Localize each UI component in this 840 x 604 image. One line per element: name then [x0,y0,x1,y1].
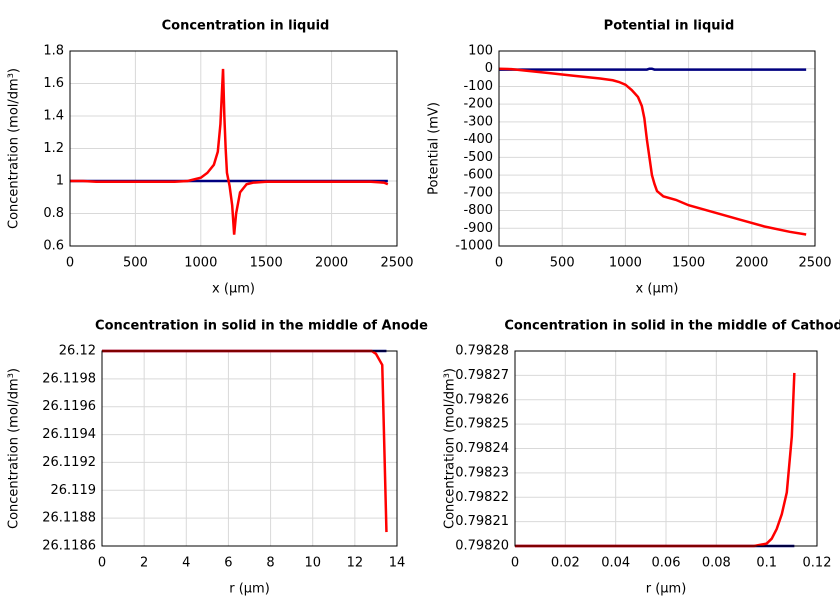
x-tick-label: 500 [550,256,575,271]
y-tick-label: 1.2 [43,141,64,156]
data-line [102,349,388,533]
x-tick-label: 14 [389,556,406,571]
y-tick-label: 1 [56,174,64,189]
x-axis-label: r (µm) [229,582,270,597]
x-tick-label: 2 [140,556,148,571]
y-tick-label: 1.4 [43,109,64,124]
y-tick-label: 0.79825 [455,417,509,432]
x-tick-label: 1000 [184,256,217,271]
x-tick-label: 0 [495,256,503,271]
y-tick-label: -800 [463,203,493,218]
x-axis-label: x (µm) [212,282,255,297]
y-tick-label: 26.1188 [42,511,96,526]
y-tick-label: -500 [463,150,493,165]
x-tick-label: 0 [511,556,519,571]
data-line [70,68,389,235]
x-tick-label: 0.1 [756,556,777,571]
y-tick-label: 1.8 [43,44,64,59]
x-tick-label: 0 [66,256,74,271]
x-axis-label: x (µm) [636,282,679,297]
plot-frame [498,50,816,247]
y-tick-label: 0.79821 [455,514,509,529]
y-tick-label: -100 [463,79,493,94]
y-axis-label: Potential (mV) [427,102,442,195]
y-tick-label: 0.79823 [455,465,509,480]
y-tick-label: 26.1196 [42,399,96,414]
x-tick-label: 0.02 [551,556,580,571]
x-tick-label: 2000 [735,256,768,271]
plot-frame [69,50,398,247]
y-tick-label: 26.12 [59,344,96,359]
chart-title: Concentration in liquid [162,19,330,34]
y-axis-label: Concentration (mol/dm³) [7,368,22,529]
y-tick-label: -700 [463,185,493,200]
x-tick-label: 0 [98,556,106,571]
y-tick-label: 0.79828 [455,344,509,359]
y-tick-label: 26.1198 [42,371,96,386]
y-tick-label: 1.6 [43,76,64,91]
y-tick-label: 26.1192 [42,455,96,470]
x-tick-label: 0.04 [601,556,630,571]
y-tick-label: 100 [468,44,493,59]
plot-frame [101,350,398,547]
y-axis-label: Concentration (mol/dm³) [443,368,458,529]
y-tick-label: 0.79827 [455,368,509,383]
y-tick-label: -600 [463,168,493,183]
x-tick-label: 4 [182,556,190,571]
x-tick-label: 0.06 [652,556,681,571]
y-tick-label: 0.8 [43,206,64,221]
x-tick-label: 1000 [609,256,642,271]
y-tick-label: 0.6 [43,239,64,254]
x-tick-label: 500 [123,256,148,271]
data-line [498,67,807,236]
x-tick-label: 0.12 [803,556,832,571]
x-tick-label: 2000 [315,256,348,271]
x-axis-label: r (µm) [646,582,687,597]
x-tick-label: 1500 [672,256,705,271]
x-tick-label: 8 [266,556,274,571]
y-axis-label: Concentration (mol/dm³) [7,68,22,229]
y-tick-label: 0.79826 [455,392,509,407]
chart-title: Concentration in solid in the middle of … [95,319,428,334]
data-line [515,372,796,548]
y-tick-label: 0 [485,61,493,76]
y-tick-label: -200 [463,97,493,112]
y-tick-label: 0.79820 [455,539,509,554]
x-tick-label: 1500 [250,256,283,271]
y-tick-label: 0.79822 [455,490,509,505]
x-tick-label: 12 [347,556,364,571]
y-tick-label: -1000 [455,239,493,254]
chart-title: Concentration in solid in the middle of … [504,319,840,334]
y-tick-label: -400 [463,132,493,147]
y-tick-label: 26.1186 [42,539,96,554]
x-tick-label: 2500 [798,256,831,271]
data-line [499,67,807,71]
plot-frame [514,350,818,547]
x-tick-label: 2500 [380,256,413,271]
y-tick-label: -900 [463,221,493,236]
y-tick-label: 26.1194 [42,427,96,442]
chart-title: Potential in liquid [604,19,735,34]
y-tick-label: 26.119 [51,483,97,498]
x-tick-label: 6 [224,556,232,571]
x-tick-label: 10 [304,556,321,571]
y-tick-label: -300 [463,114,493,129]
x-tick-label: 0.08 [702,556,731,571]
y-tick-label: 0.79824 [455,441,509,456]
